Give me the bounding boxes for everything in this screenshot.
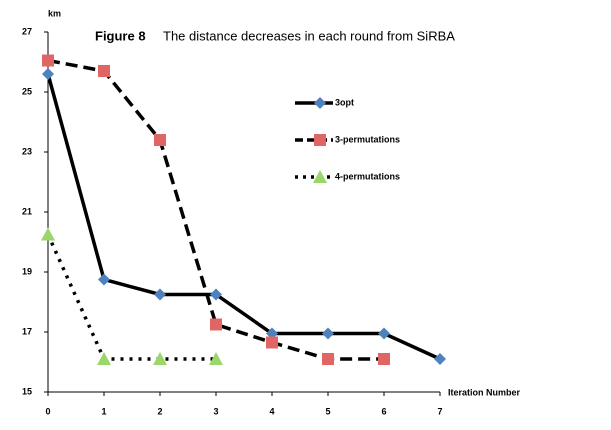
legend-marker <box>313 170 327 183</box>
x-tick-label: 3 <box>213 406 218 416</box>
data-point <box>322 327 334 340</box>
y-axis-label: km <box>48 8 61 18</box>
data-point <box>378 327 390 340</box>
chart-subtitle: The distance decreases in each round fro… <box>163 28 455 43</box>
series-line <box>47 58 384 361</box>
x-tick-label: 4 <box>269 406 274 416</box>
legend-marker <box>314 97 326 109</box>
series-line <box>46 233 216 361</box>
legend-label: 4-permutations <box>335 171 400 181</box>
data-point <box>434 353 446 365</box>
data-point <box>153 352 167 365</box>
y-tick-label: 15 <box>22 386 32 396</box>
legend-marker <box>314 134 326 146</box>
data-point <box>42 68 54 80</box>
x-tick-label: 1 <box>101 406 106 416</box>
x-tick-label: 7 <box>437 406 442 416</box>
y-tick-label: 25 <box>22 86 32 96</box>
data-point <box>154 134 166 146</box>
x-tick-label: 0 <box>45 406 50 416</box>
data-point <box>209 352 223 365</box>
data-point <box>41 227 55 241</box>
data-point <box>210 288 222 301</box>
data-point <box>378 353 390 365</box>
y-tick-label: 27 <box>22 26 32 36</box>
legend-label: 3opt <box>335 97 354 107</box>
series-line <box>46 73 441 361</box>
y-tick-label: 21 <box>22 206 32 216</box>
y-tick-label: 23 <box>22 146 32 156</box>
x-axis-label: Iteration Number <box>448 387 521 397</box>
x-tick-label: 2 <box>157 406 162 416</box>
data-point <box>98 273 110 286</box>
legend-label: 3-permutations <box>335 134 400 144</box>
data-point <box>97 352 111 365</box>
data-point <box>266 336 278 349</box>
data-point <box>98 65 110 77</box>
data-point <box>210 318 222 331</box>
x-tick-label: 5 <box>325 406 330 416</box>
data-point <box>322 353 334 365</box>
chart-title: Figure 8 <box>95 28 146 43</box>
data-point <box>42 54 54 67</box>
y-tick-label: 19 <box>22 266 32 276</box>
y-tick-label: 17 <box>22 326 32 336</box>
data-point <box>154 288 166 301</box>
x-tick-label: 6 <box>381 406 386 416</box>
